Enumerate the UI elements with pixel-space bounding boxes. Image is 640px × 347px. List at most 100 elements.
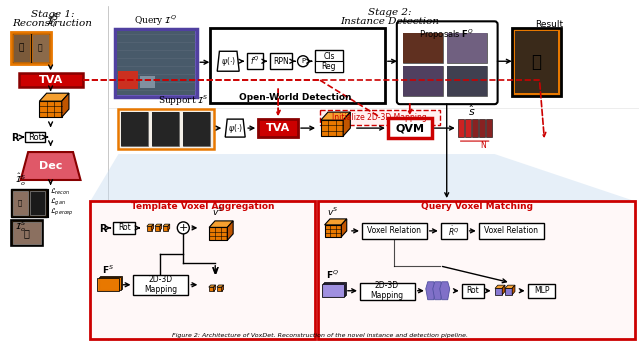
Polygon shape: [40, 93, 69, 101]
Circle shape: [298, 56, 308, 67]
Text: 2D-3D
Mapping: 2D-3D Mapping: [144, 275, 177, 295]
Bar: [458, 119, 464, 137]
Polygon shape: [426, 282, 436, 300]
Polygon shape: [502, 285, 505, 295]
Bar: [118, 109, 214, 149]
Text: $\hat{s}$: $\hat{s}$: [468, 104, 476, 118]
Bar: [29, 191, 45, 215]
Polygon shape: [90, 154, 634, 201]
Text: 🛋: 🛋: [18, 200, 22, 206]
Bar: [118, 31, 195, 95]
Text: 🪑: 🪑: [38, 44, 42, 53]
Text: Open-World Detection: Open-World Detection: [239, 93, 351, 102]
FancyBboxPatch shape: [397, 21, 498, 104]
Circle shape: [177, 222, 189, 234]
Bar: [13, 191, 28, 215]
Polygon shape: [341, 219, 347, 237]
Bar: [360, 283, 415, 300]
Polygon shape: [209, 221, 233, 227]
Bar: [447, 33, 486, 63]
Bar: [527, 284, 556, 298]
Polygon shape: [343, 112, 350, 136]
Text: QVM: QVM: [396, 123, 424, 133]
Polygon shape: [324, 225, 341, 237]
Text: $\dot{R}^Q$: $\dot{R}^Q$: [448, 224, 460, 238]
Text: $\mathcal{I}_o^S$: $\mathcal{I}_o^S$: [15, 219, 26, 234]
Text: Voxel Relation: Voxel Relation: [367, 226, 421, 235]
Bar: [441, 223, 467, 239]
Text: $\mathcal{L}_{percep}$: $\mathcal{L}_{percep}$: [49, 206, 73, 218]
Bar: [270, 53, 292, 69]
Bar: [479, 119, 484, 137]
Text: Cls: Cls: [323, 52, 335, 61]
Bar: [403, 33, 443, 63]
Text: N: N: [480, 141, 486, 150]
Text: 🛋: 🛋: [24, 228, 29, 238]
Text: $v^S$: $v^S$: [212, 205, 224, 218]
Bar: [183, 112, 210, 146]
Bar: [388, 118, 432, 138]
Polygon shape: [512, 285, 515, 295]
Bar: [122, 112, 148, 146]
Polygon shape: [217, 51, 239, 71]
Text: $\mathcal{L}_{gan}$: $\mathcal{L}_{gan}$: [49, 196, 65, 208]
Bar: [183, 112, 210, 146]
Bar: [403, 33, 443, 63]
Text: $\hat{\mathcal{I}}_o^S$: $\hat{\mathcal{I}}_o^S$: [15, 172, 26, 188]
Text: $f^Q$: $f^Q$: [250, 55, 260, 67]
Polygon shape: [440, 282, 450, 300]
Polygon shape: [209, 287, 214, 291]
Polygon shape: [160, 224, 162, 230]
Bar: [90, 201, 315, 339]
Text: $\mathcal{L}_{recon}$: $\mathcal{L}_{recon}$: [49, 187, 70, 197]
Bar: [25, 132, 45, 142]
Text: TVA: TVA: [38, 75, 63, 85]
Text: Voxel Relation: Voxel Relation: [484, 226, 538, 235]
Bar: [140, 76, 156, 88]
Text: $\mathbf{R}$: $\mathbf{R}$: [99, 222, 108, 234]
Text: Figure 2: Architecture of VoxDet. Reconstruction of the novel instance and detec: Figure 2: Architecture of VoxDet. Recons…: [172, 333, 468, 338]
Polygon shape: [495, 288, 502, 295]
Polygon shape: [227, 221, 233, 240]
Bar: [447, 66, 486, 96]
Polygon shape: [155, 224, 162, 226]
Bar: [447, 66, 486, 96]
Polygon shape: [495, 285, 505, 288]
Bar: [11, 189, 47, 217]
Bar: [19, 73, 83, 87]
Text: P: P: [301, 58, 305, 64]
Text: MLP: MLP: [534, 286, 549, 295]
Bar: [403, 66, 443, 96]
Bar: [258, 119, 298, 137]
Bar: [315, 50, 343, 72]
Text: $\psi(\cdot)$: $\psi(\cdot)$: [228, 121, 243, 135]
Bar: [100, 276, 122, 289]
Bar: [515, 31, 559, 93]
Text: Reg: Reg: [322, 62, 336, 71]
Text: Query Voxel Matching: Query Voxel Matching: [420, 202, 532, 211]
Text: RPN: RPN: [273, 57, 289, 66]
Text: $\mathbf{V}$: $\mathbf{V}$: [211, 265, 220, 276]
Bar: [515, 31, 559, 93]
Bar: [403, 66, 443, 96]
Polygon shape: [20, 152, 81, 180]
Bar: [465, 119, 470, 137]
Text: 2D-3D
Mapping: 2D-3D Mapping: [371, 281, 403, 301]
Polygon shape: [152, 224, 154, 230]
Polygon shape: [209, 227, 227, 240]
Polygon shape: [163, 224, 170, 226]
Bar: [11, 220, 43, 246]
Text: $\psi(\cdot)$: $\psi(\cdot)$: [221, 55, 236, 68]
Bar: [152, 112, 179, 146]
Bar: [486, 119, 492, 137]
Text: TVA: TVA: [266, 123, 290, 133]
Bar: [324, 282, 346, 295]
Bar: [318, 201, 636, 339]
Bar: [247, 53, 263, 69]
Text: $\mathbf{F}^Q$: $\mathbf{F}^Q$: [326, 268, 339, 281]
Text: $\mathbf{F}^S$: $\mathbf{F}^S$: [102, 263, 115, 276]
Text: Proposals $\mathbf{F}^Q$: Proposals $\mathbf{F}^Q$: [419, 27, 474, 42]
Text: 🛋: 🛋: [19, 44, 24, 53]
Polygon shape: [163, 226, 168, 230]
Bar: [479, 223, 543, 239]
